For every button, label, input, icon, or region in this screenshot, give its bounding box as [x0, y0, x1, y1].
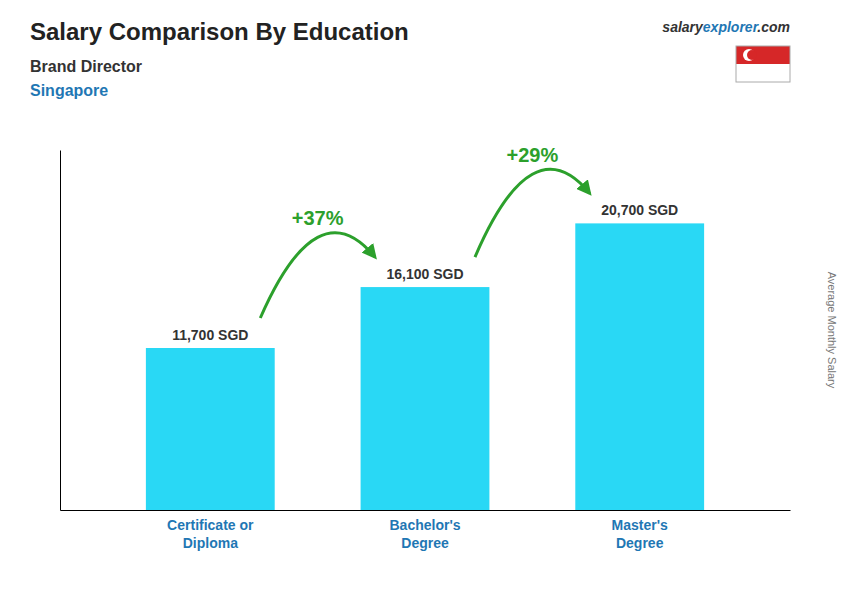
flag-red [736, 46, 790, 64]
y-axis-line [60, 151, 61, 511]
flag-white [736, 64, 790, 82]
flag-moon-cut [747, 50, 757, 60]
bars [146, 223, 704, 510]
x-tick: Bachelor'sDegree [389, 517, 460, 551]
subtitle: Singapore [30, 82, 108, 99]
flag-border [736, 46, 790, 82]
bar [146, 348, 275, 510]
bar [361, 287, 490, 510]
annotation-arrow [475, 169, 590, 257]
x-axis: Certificate orDiploma Bachelor'sDegree Mas… [61, 511, 791, 552]
x-tick-label: Master'sDegree [612, 517, 668, 551]
data-label: 16,100 SGD [386, 266, 463, 282]
x-tick: Master'sDegree [612, 517, 668, 551]
x-tick-label: Certificate orDiploma [167, 517, 254, 551]
data-label: 11,700 SGD [172, 327, 248, 343]
x-tick: Certificate orDiploma [167, 517, 254, 551]
subtitle: Brand Director [30, 58, 142, 75]
x-axis-line [61, 510, 791, 511]
flag [736, 46, 790, 82]
annotation: +37% [292, 207, 344, 229]
source-part: salary [662, 19, 704, 35]
source-part: .com [757, 19, 790, 35]
data-label: 20,700 SGD [601, 202, 678, 218]
plot: Certificate orDiploma Bachelor'sDegree Mas… [61, 144, 791, 551]
x-tick-label: Bachelor'sDegree [389, 517, 460, 551]
annotation-arrow [260, 233, 375, 318]
chart: Salary Comparison By Education Brand Dire… [0, 0, 850, 606]
annotation: +29% [506, 144, 558, 166]
bar [575, 223, 704, 510]
y-axis [60, 151, 61, 511]
source: salaryexplorer.com [662, 19, 790, 35]
y-axis-title: Average Monthly Salary [826, 272, 838, 389]
title: Salary Comparison By Education [30, 18, 409, 45]
source-part: explorer [703, 19, 760, 35]
